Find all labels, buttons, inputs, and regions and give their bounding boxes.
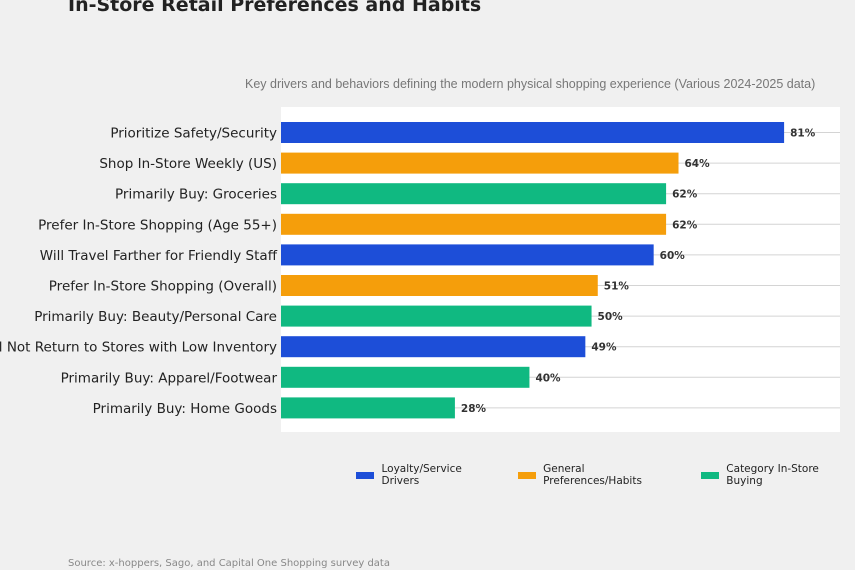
data-label: 64% [685,158,711,170]
legend-item-general: General Preferences/Habits [517,463,683,487]
bar [281,213,667,235]
data-label: 81% [790,128,816,140]
legend-swatch [356,471,375,479]
legend: Loyalty/Service Drivers General Preferen… [356,463,855,487]
bar [281,244,654,266]
legend-label: General Preferences/Habits [543,463,642,487]
category-label: Prefer In-Store Shopping (Age 55+) [38,217,277,233]
bar [281,305,592,327]
category-label: Primarily Buy: Groceries [115,187,277,203]
legend-item-category: Category In-Store Buying [700,463,855,487]
data-label: 62% [672,219,698,231]
chart-title: In-Store Retail Preferences and Habits [68,0,482,16]
bar [281,397,455,419]
category-label: Will Travel Farther for Friendly Staff [40,248,278,264]
category-label: Prefer In-Store Shopping (Overall) [49,279,277,295]
bar [281,183,667,205]
data-label: 51% [604,281,630,293]
source-note: Source: x-hoppers, Sago, and Capital One… [68,558,390,569]
data-label: 40% [535,372,561,384]
category-label: Primarily Buy: Beauty/Personal Care [34,309,277,325]
legend-label: Category In-Store Buying [726,463,819,487]
data-label: 28% [461,403,487,415]
data-label: 60% [660,250,686,262]
data-label: 62% [672,189,698,201]
category-label: Primarily Buy: Apparel/Footwear [61,370,278,386]
bar [281,366,530,388]
bar [281,336,586,358]
legend-swatch [700,471,720,479]
chart-subtitle: Key drivers and behaviors defining the m… [245,77,816,91]
legend-item-loyalty: Loyalty/Service Drivers [356,463,500,487]
data-label: 49% [591,342,617,354]
category-label: Primarily Buy: Home Goods [93,401,277,417]
category-label: Shop In-Store Weekly (US) [99,156,277,172]
legend-swatch [517,471,537,479]
legend-label: Loyalty/Service Drivers [381,463,462,487]
category-label: Will Not Return to Stores with Low Inven… [0,340,277,356]
data-label: 50% [598,311,624,323]
bar [281,275,598,296]
category-label: Prioritize Safety/Security [110,126,277,142]
bar [281,122,785,143]
bar [281,152,679,174]
